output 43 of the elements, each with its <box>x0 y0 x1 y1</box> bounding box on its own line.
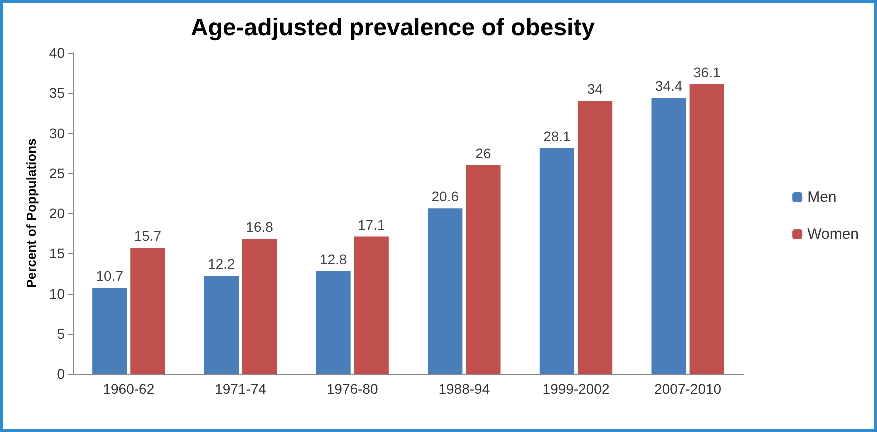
bar <box>204 276 240 374</box>
bar <box>690 84 724 374</box>
y-tick-label: 35 <box>49 85 66 102</box>
data-label: 16.8 <box>246 219 274 236</box>
bar <box>466 165 501 374</box>
legend-label: Women <box>808 226 860 243</box>
bar <box>242 239 278 374</box>
y-tick-label: 5 <box>57 326 66 342</box>
x-tick-label: 2007-2010 <box>654 381 722 397</box>
data-label: 15.7 <box>134 228 162 244</box>
x-tick-label: 1999-2002 <box>542 381 610 397</box>
bar <box>428 208 463 374</box>
data-label: 28.1 <box>544 128 572 144</box>
x-tick-label: 1976-80 <box>326 381 378 397</box>
y-axis-title: Percent of Poppulations <box>24 138 39 288</box>
bar <box>652 98 686 374</box>
y-tick-label: 20 <box>49 206 66 222</box>
y-tick-label: 25 <box>49 165 66 182</box>
bar <box>130 248 166 374</box>
x-tick-label: 1960-62 <box>103 381 155 397</box>
data-label: 36.1 <box>693 64 721 80</box>
bar <box>92 288 128 374</box>
y-tick-label: 0 <box>57 366 66 382</box>
data-label: 12.8 <box>320 251 348 268</box>
data-label: 26 <box>476 145 492 162</box>
y-tick-label: 30 <box>49 125 66 142</box>
legend-label: Men <box>808 189 837 206</box>
bar <box>578 101 613 374</box>
y-tick-label: 15 <box>49 246 66 262</box>
data-label: 12.2 <box>208 256 236 272</box>
x-tick-label: 1988-94 <box>438 381 490 397</box>
bar <box>354 236 389 374</box>
data-label: 10.7 <box>96 268 124 284</box>
data-label: 34.4 <box>655 78 683 94</box>
x-tick-label: 1971-74 <box>215 381 267 397</box>
bar <box>540 148 575 374</box>
chart-title: Age-adjusted prevalence of obesity <box>190 14 596 42</box>
y-tick-label: 40 <box>49 45 66 61</box>
data-label: 34 <box>588 81 604 98</box>
data-label: 20.6 <box>432 188 460 205</box>
y-tick-label: 10 <box>49 286 66 302</box>
bar <box>316 271 351 374</box>
data-label: 17.1 <box>358 216 386 233</box>
